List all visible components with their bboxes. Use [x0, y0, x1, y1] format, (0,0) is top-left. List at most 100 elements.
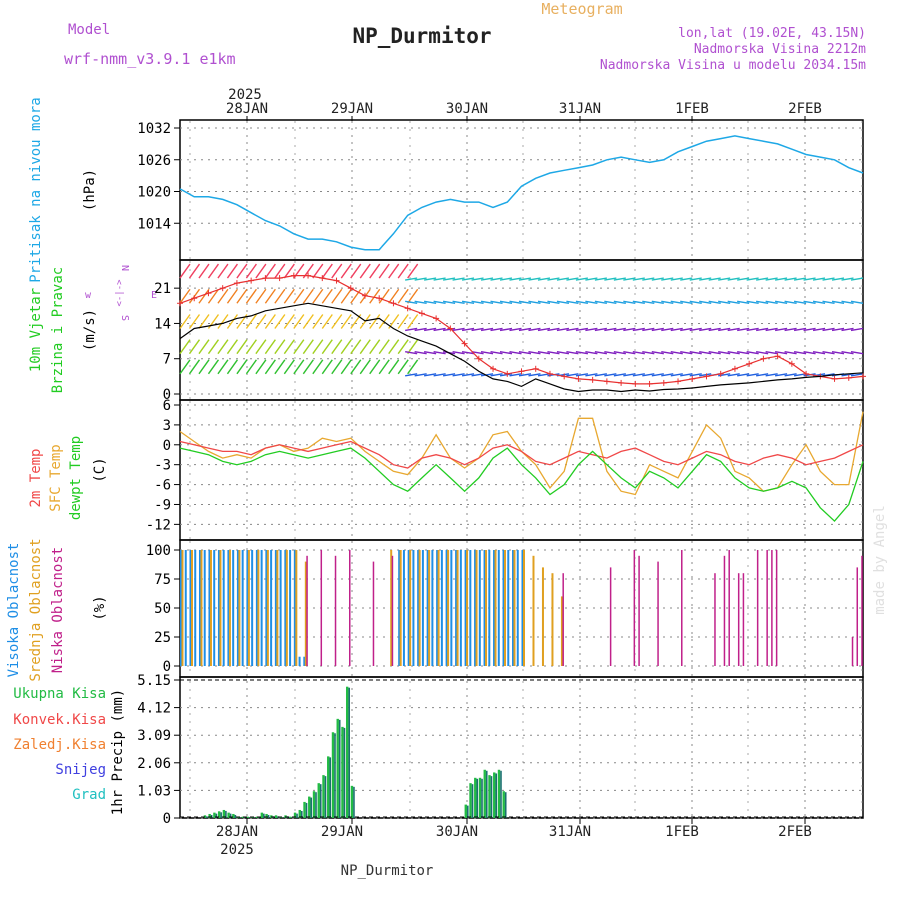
cloud-y-tick-label: 25 [154, 630, 171, 646]
wind-arrow [294, 289, 304, 303]
precip-bar-shade [206, 816, 208, 818]
top-axis-tick-label: 2FEB [788, 101, 822, 117]
precip-y-tick-label: 4.12 [137, 701, 171, 717]
precip-bar-shade [325, 776, 327, 818]
wind-arrow [227, 264, 237, 278]
cloud-bar [447, 550, 449, 666]
cloud-panel: Visoka Oblacnost Srednja Oblacnost Niska… [6, 538, 863, 681]
cloud-outer-label-2: Srednja Oblacnost [28, 538, 44, 681]
temp-y-tick-label: -6 [154, 478, 171, 494]
cloud-bar [438, 550, 440, 666]
cloud-bar [219, 550, 221, 666]
wind-arrow [189, 360, 199, 374]
precip-bar-shade [315, 792, 317, 818]
cloud-bar [485, 550, 487, 666]
temp-y-tick-label: -3 [154, 458, 171, 474]
precip-y-tick-label: 1.03 [137, 783, 171, 799]
top-axis-tick-label: 28JAN [226, 101, 268, 117]
cloud-bar [861, 556, 863, 666]
top-axis-tick-label: 1FEB [675, 101, 709, 117]
compass-w: w [85, 290, 92, 301]
cloud-bar [766, 550, 768, 666]
wind-arrow [370, 340, 380, 354]
precip-bar-shade [353, 787, 355, 818]
wind-arrow [237, 340, 247, 354]
cloud-bar [542, 567, 544, 666]
wind-arrow [218, 340, 228, 354]
precip-bar [498, 770, 500, 818]
precip-unit-label: 1hr Precip (mm) [110, 689, 126, 815]
wind-arrow [370, 264, 380, 278]
wind-arrow [246, 360, 256, 374]
precip-bar-shade [320, 784, 322, 818]
cloud-bar [422, 550, 424, 666]
precip-bar [351, 786, 353, 818]
pressure-series-line [180, 136, 863, 250]
cloud-bar [280, 550, 282, 666]
precip-bar [346, 687, 348, 818]
cloud-bar [757, 550, 759, 666]
wind-arrow [246, 289, 256, 303]
wind-arrow [360, 264, 370, 278]
precip-bar-shade [334, 733, 336, 818]
cloud-bar [498, 550, 500, 666]
precip-bar-shade [495, 773, 497, 818]
wind-arrow [199, 360, 209, 374]
cloud-bar [210, 550, 212, 666]
precip-grid [180, 680, 863, 818]
cloud-bar [229, 550, 231, 666]
cloud-bar [419, 550, 421, 666]
bottom-axis-tick-label: 31JAN [549, 824, 591, 840]
wind-arrow [265, 340, 275, 354]
wind-arrow [189, 264, 199, 278]
wind-arrow [208, 360, 218, 374]
temp-y-tick-label: -12 [146, 517, 171, 533]
model-elevation-label: Nadmorska Visina u modelu 2034.15m [600, 58, 866, 73]
model-value: wrf-nmm_v3.9.1 e1km [64, 50, 236, 68]
cloud-bar [270, 550, 272, 666]
precip-bar-shade [306, 803, 308, 818]
wind-arrow [237, 360, 247, 374]
wind-arrow [227, 340, 237, 354]
cloud-bar [469, 550, 471, 666]
cloud-bar [532, 556, 534, 666]
cloud-bar [488, 550, 490, 666]
temp-outer-label-3: dewpt Temp [68, 436, 84, 520]
precip-bar [503, 791, 505, 818]
cloud-bar [409, 550, 411, 666]
precip-bar-shade [296, 814, 298, 818]
wind-arrow [218, 360, 228, 374]
precip-bar-shade [310, 798, 312, 818]
cloud-bar [523, 550, 525, 666]
cloud-bar [238, 550, 240, 666]
cloud-bar [286, 550, 288, 666]
precip-bar [275, 815, 277, 818]
cloud-bar [223, 550, 225, 666]
wind-arrow [180, 264, 190, 278]
wind-arrow [408, 314, 418, 328]
wind-arrow [265, 360, 275, 374]
precip-panel: Ukupna Kisa Konvek.Kisa Zaledj.Kisa Snij… [13, 673, 863, 827]
wind-arrow [322, 360, 332, 374]
legend-konvek: Konvek.Kisa [13, 712, 106, 728]
wind-arrow [341, 264, 351, 278]
wind-arrow [284, 314, 294, 328]
wind-arrow [265, 314, 275, 328]
precip-y-tick-label: 3.09 [137, 728, 171, 744]
wind-arrow [180, 340, 190, 354]
precip-bar-shade [481, 779, 483, 818]
cloud-bar [191, 550, 193, 666]
cloud-bar [776, 550, 778, 666]
cloud-bar [185, 550, 187, 666]
wind-arrow [379, 340, 389, 354]
temperature-panel: 2m Temp SFC Temp dewpt Temp (C) 630-3-6-… [28, 398, 863, 540]
bottom-axis-tick-label: 2FEB [778, 824, 812, 840]
pressure-grid [180, 121, 863, 259]
wind-arrow [294, 314, 304, 328]
wind-arrow [256, 314, 266, 328]
wind-arrow [370, 360, 380, 374]
cloud-bar [204, 550, 206, 666]
cloud-bar [232, 550, 234, 666]
